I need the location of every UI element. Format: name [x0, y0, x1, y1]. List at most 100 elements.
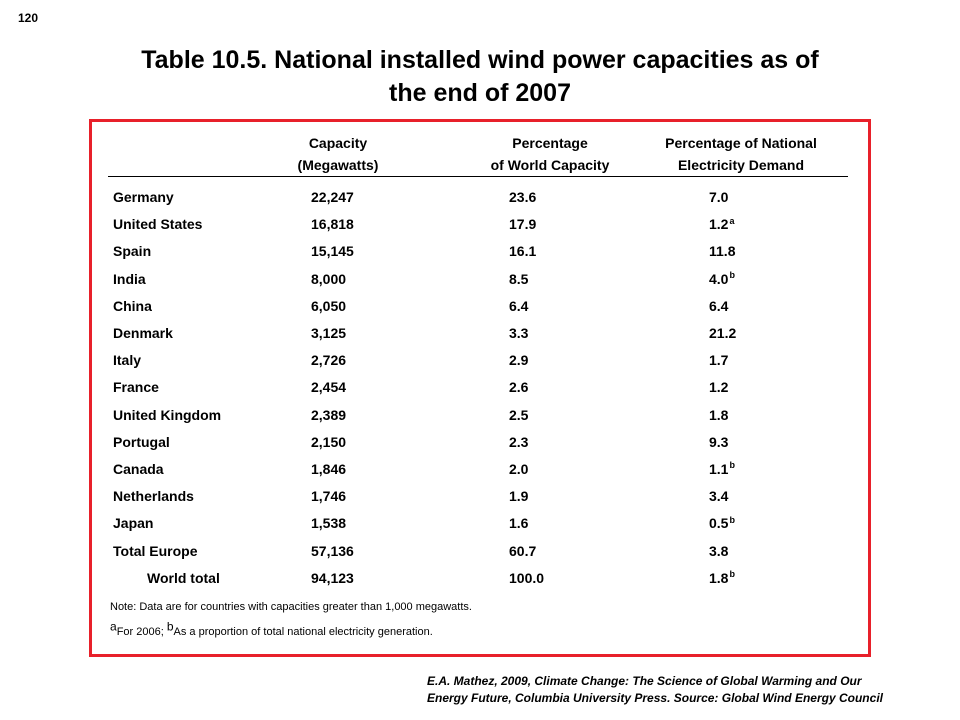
cell-world-percentage: 2.6 — [509, 379, 529, 396]
table-row: Canada 1,846 2.0 1.1b — [0, 458, 960, 480]
table-row: World total 94,123 100.0 1.8b — [0, 567, 960, 589]
header-rule — [108, 176, 848, 177]
cell-country: Denmark — [113, 325, 173, 341]
cell-world-percentage: 3.3 — [509, 325, 529, 341]
cell-capacity: 6,050 — [311, 297, 347, 314]
cell-capacity: 1,538 — [311, 515, 347, 532]
cell-national-percentage-value: 1.8 — [709, 569, 729, 586]
cell-national-percentage-value: 1.2 — [709, 379, 729, 396]
cell-national-percentage-value: 3.8 — [709, 542, 729, 559]
column-header-national-percentage-line-2: Electricity Demand — [677, 157, 805, 173]
footnote-marker: b — [729, 460, 735, 471]
cell-national-percentage: 1.1b — [709, 458, 735, 480]
table-row: Netherlands 1,746 1.9 3.4 — [0, 485, 960, 507]
page-number: 120 — [18, 11, 39, 25]
cell-capacity: 15,145 — [311, 243, 354, 260]
cell-country: Spain — [113, 243, 152, 260]
footnote-marker: b — [729, 514, 735, 525]
cell-capacity: 2,726 — [311, 352, 347, 369]
cell-national-percentage-value: 21.2 — [709, 325, 737, 341]
cell-capacity: 3,125 — [311, 325, 347, 341]
cell-world-percentage: 60.7 — [509, 542, 537, 559]
source-line-1: E.A. Mathez, 2009, Climate Change: The S… — [427, 674, 862, 688]
cell-country: Italy — [113, 352, 142, 369]
cell-national-percentage-value: 1.2 — [709, 216, 729, 233]
table-row: India 8,000 8.5 4.0b — [0, 268, 960, 290]
cell-national-percentage-value: 4.0 — [709, 270, 729, 287]
cell-national-percentage: 1.2 — [709, 376, 728, 398]
column-header-national-percentage: Percentage of National Electricity Deman… — [636, 132, 846, 176]
cell-country: United Kingdom — [113, 406, 222, 423]
cell-world-percentage: 2.9 — [509, 352, 529, 369]
cell-world-percentage: 100.0 — [509, 569, 545, 586]
cell-capacity: 1,846 — [311, 461, 347, 477]
cell-world-percentage: 2.3 — [509, 433, 529, 450]
table-note: Note: Data are for countries with capaci… — [110, 601, 472, 613]
column-header-world-percentage: Percentage of World Capacity — [450, 132, 650, 176]
source-citation: E.A. Mathez, 2009, Climate Change: The S… — [427, 673, 947, 707]
footnote-marker: b — [729, 269, 735, 280]
table-row: France 2,454 2.6 1.2 — [0, 376, 960, 398]
cell-national-percentage: 3.4 — [709, 485, 728, 507]
cell-national-percentage: 4.0b — [709, 268, 735, 290]
cell-capacity: 2,150 — [311, 433, 347, 450]
cell-country: World total — [147, 569, 220, 586]
cell-national-percentage: 1.8 — [709, 404, 728, 426]
title-line-1: Table 10.5. National installed wind powe… — [141, 46, 819, 74]
cell-country: France — [113, 379, 159, 396]
column-header-capacity: Capacity (Megawatts) — [246, 132, 430, 176]
footnote-a-text: For 2006; — [116, 626, 167, 638]
cell-capacity: 16,818 — [311, 216, 354, 233]
cell-country: China — [113, 297, 152, 314]
column-header-capacity-line-1: Capacity — [308, 135, 368, 151]
cell-national-percentage-value: 1.8 — [709, 406, 729, 423]
cell-world-percentage: 2.0 — [509, 461, 529, 477]
table-frame — [89, 119, 871, 657]
cell-world-percentage: 2.5 — [509, 406, 529, 423]
cell-national-percentage: 11.8 — [709, 240, 735, 262]
cell-country: Portugal — [113, 433, 170, 450]
cell-world-percentage: 16.1 — [509, 243, 537, 260]
footnote-marker: a — [729, 215, 735, 226]
cell-country: Germany — [113, 189, 174, 205]
cell-national-percentage: 6.4 — [709, 295, 728, 317]
table-row: Total Europe 57,136 60.7 3.8 — [0, 540, 960, 562]
cell-country: Netherlands — [113, 488, 194, 505]
cell-national-percentage-value: 7.0 — [709, 189, 729, 205]
cell-national-percentage: 0.5b — [709, 512, 735, 534]
table-row: Spain 15,145 16.1 11.8 — [0, 240, 960, 262]
cell-capacity: 2,454 — [311, 379, 347, 396]
column-header-world-percentage-line-1: Percentage — [512, 135, 588, 151]
cell-capacity: 1,746 — [311, 488, 347, 505]
source-line-2: Energy Future, Columbia University Press… — [427, 691, 883, 705]
cell-world-percentage: 1.9 — [509, 488, 529, 505]
cell-world-percentage: 23.6 — [509, 189, 537, 205]
title-line-2: the end of 2007 — [389, 79, 571, 107]
table-title: Table 10.5. National installed wind powe… — [0, 44, 960, 110]
column-header-world-percentage-line-2: of World Capacity — [490, 157, 610, 173]
footnote-marker: b — [729, 569, 735, 580]
cell-country: United States — [113, 216, 203, 233]
cell-world-percentage: 1.6 — [509, 515, 529, 532]
cell-national-percentage-value: 1.7 — [709, 352, 729, 369]
column-header-national-percentage-line-1: Percentage of National — [665, 135, 817, 151]
cell-country: Japan — [113, 515, 154, 532]
cell-national-percentage: 1.2a — [709, 213, 734, 235]
cell-world-percentage: 17.9 — [509, 216, 537, 233]
cell-capacity: 8,000 — [311, 270, 347, 287]
cell-capacity: 2,389 — [311, 406, 347, 423]
cell-national-percentage-value: 1.1 — [709, 461, 729, 477]
cell-national-percentage-value: 11.8 — [709, 243, 736, 260]
cell-national-percentage: 21.2 — [709, 322, 736, 344]
cell-national-percentage: 1.8b — [709, 567, 735, 589]
cell-national-percentage: 3.8 — [709, 540, 728, 562]
table-row: United States 16,818 17.9 1.2a — [0, 213, 960, 235]
table-footnotes: aFor 2006; bAs a proportion of total nat… — [110, 620, 433, 642]
cell-national-percentage-value: 3.4 — [709, 488, 729, 505]
table-row: Portugal 2,150 2.3 9.3 — [0, 431, 960, 453]
cell-world-percentage: 8.5 — [509, 270, 529, 287]
table-row: United Kingdom 2,389 2.5 1.8 — [0, 404, 960, 426]
cell-national-percentage-value: 0.5 — [709, 515, 729, 532]
table-row: Denmark 3,125 3.3 21.2 — [0, 322, 960, 344]
cell-national-percentage: 9.3 — [709, 431, 728, 453]
